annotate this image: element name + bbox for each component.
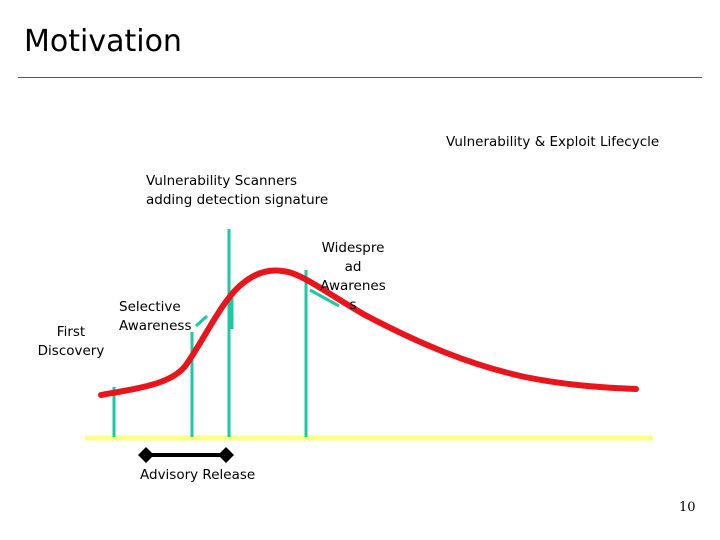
advisory-bar-right-diamond [218,447,234,463]
label-widespread-awareness: Widespre ad Awarenes s [320,240,386,313]
diagram-title: Vulnerability & Exploit Lifecycle [446,134,660,150]
slide-title: Motivation [24,24,182,59]
lifecycle-curve [98,267,639,398]
label-selective-awareness: Selective Awareness [119,299,192,334]
title-divider [18,77,702,78]
advisory-bar-left-diamond [138,447,154,463]
label-scanners: Vulnerability Scanners adding detection … [146,173,329,208]
leader-widespread [309,288,340,308]
leader-selective [194,314,209,328]
label-advisory-release: Advisory Release [140,467,256,483]
label-first-discovery: First Discovery [37,324,105,359]
page-number: 10 [679,500,696,515]
